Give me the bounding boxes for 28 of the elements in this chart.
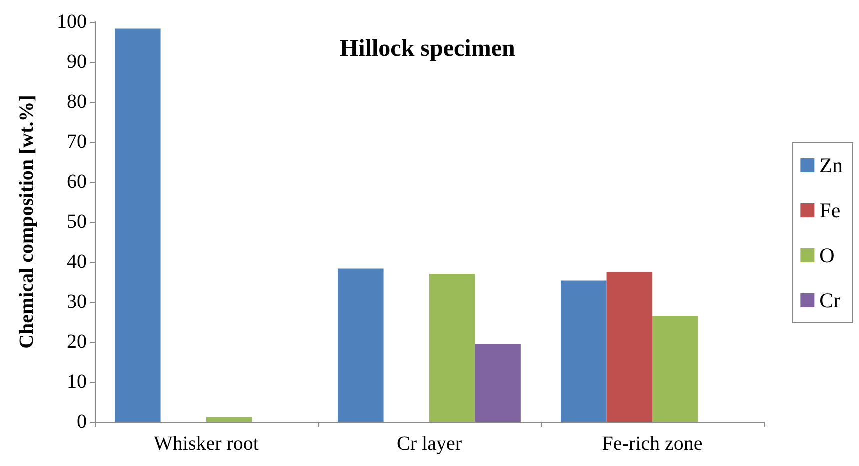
legend-label: Zn (820, 154, 844, 178)
bar (338, 268, 384, 422)
legend-label: O (820, 244, 835, 268)
y-tick-label: 60 (67, 171, 87, 193)
y-tick-label: 50 (67, 211, 87, 233)
y-tick-label: 0 (77, 411, 87, 433)
x-tick-label: Cr layer (397, 433, 462, 455)
x-tick-label: Fe-rich zone (602, 433, 703, 455)
y-tick-label: 90 (67, 51, 87, 73)
y-tick-label: 30 (67, 291, 87, 313)
y-axis-title: Chemical composition [wt.%] (16, 95, 38, 349)
bar (606, 272, 652, 422)
legend-label: Fe (820, 198, 841, 222)
bar (115, 28, 161, 422)
text: Hillock specimen (340, 36, 516, 62)
y-tick-label: 10 (67, 371, 87, 393)
y-tick-label: 80 (67, 91, 87, 113)
x-tick-label: Whisker root (154, 433, 260, 455)
bar (430, 274, 476, 422)
y-tick-label: 40 (67, 251, 87, 273)
bar (652, 316, 698, 422)
bar (561, 280, 607, 422)
y-tick-label: 70 (67, 131, 87, 153)
y-tick-label: 20 (67, 331, 87, 353)
bar (475, 344, 521, 422)
y-tick-label: 100 (57, 11, 87, 33)
legend-label: Cr (820, 288, 841, 312)
bar (206, 417, 252, 422)
